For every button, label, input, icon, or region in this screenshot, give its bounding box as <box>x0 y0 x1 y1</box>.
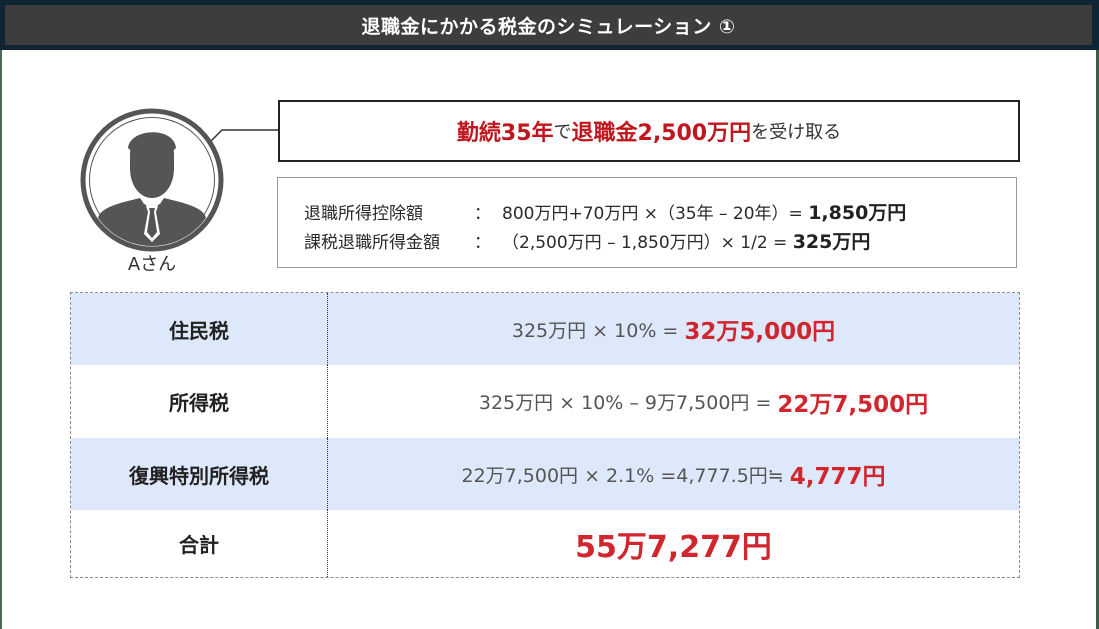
row-label: 合計 <box>71 510 328 577</box>
row-value: 55万7,277円 <box>328 510 1019 577</box>
row-result: 32万5,000円 <box>684 319 836 345</box>
table-row-total: 合計 55万7,277円 <box>71 510 1019 577</box>
formula-deduction: 退職所得控除額 ： 800万円+70万円 ×（35年 – 20年）= 1,850万円 <box>304 198 906 225</box>
frame-left-edge <box>0 50 2 629</box>
row-value: 325万円 × 10% – 9万7,500円 = 22万7,500円 <box>328 365 1019 438</box>
businessman-avatar-icon <box>80 108 224 252</box>
person-label: Aさん <box>127 254 177 275</box>
row-expression: 22万7,500円 × 2.1% =4,777.5円≒ <box>461 464 784 487</box>
row-label: 住民税 <box>71 293 328 365</box>
tax-table: 住民税 325万円 × 10% = 32万5,000円 所得税 325万円 × … <box>70 292 1020 578</box>
callout-suffix: を受け取る <box>751 122 842 143</box>
formula-expression: （2,500万円 – 1,850万円）× 1/2 = <box>502 233 793 253</box>
formula-label: 課税退職所得金額 <box>304 233 440 253</box>
formula-box: 退職所得控除額 ： 800万円+70万円 ×（35年 – 20年）= 1,850万円… <box>277 177 1017 268</box>
callout-years: 勤続35年 <box>456 121 554 146</box>
scenario-callout: 勤続35年 で 退職金2,500万円 を受け取る <box>278 100 1020 162</box>
row-expression: 325万円 × 10% – 9万7,500円 = <box>478 392 772 414</box>
table-row-resident-tax: 住民税 325万円 × 10% = 32万5,000円 <box>71 293 1019 365</box>
formula-expression: 800万円+70万円 ×（35年 – 20年）= <box>502 204 809 224</box>
formula-result: 1,850万円 <box>808 202 907 224</box>
formula-result: 325万円 <box>792 231 871 253</box>
row-result: 4,777円 <box>789 464 886 490</box>
frame-right-edge <box>1096 50 1099 629</box>
total-result: 55万7,277円 <box>575 529 772 565</box>
table-row-reconstruction-tax: 復興特別所得税 22万7,500円 × 2.1% =4,777.5円≒ 4,77… <box>71 438 1019 510</box>
callout-amount: 退職金2,500万円 <box>571 121 752 146</box>
page-title: 退職金にかかる税金のシミュレーション ① <box>5 5 1092 45</box>
row-expression: 325万円 × 10% = <box>511 319 679 342</box>
row-label: 所得税 <box>71 365 328 438</box>
formula-label: 退職所得控除額 <box>304 204 423 224</box>
callout-connector-text: で <box>553 122 572 143</box>
row-value: 22万7,500円 × 2.1% =4,777.5円≒ 4,777円 <box>328 438 1019 510</box>
row-value: 325万円 × 10% = 32万5,000円 <box>328 293 1019 365</box>
formula-taxable-income: 課税退職所得金額 ： （2,500万円 – 1,850万円）× 1/2 = 325万… <box>304 227 870 254</box>
row-label: 復興特別所得税 <box>71 438 328 510</box>
formula-colon: ： <box>474 233 491 253</box>
table-row-income-tax: 所得税 325万円 × 10% – 9万7,500円 = 22万7,500円 <box>71 365 1019 438</box>
row-result: 22万7,500円 <box>777 391 929 418</box>
formula-colon: ： <box>474 204 491 224</box>
